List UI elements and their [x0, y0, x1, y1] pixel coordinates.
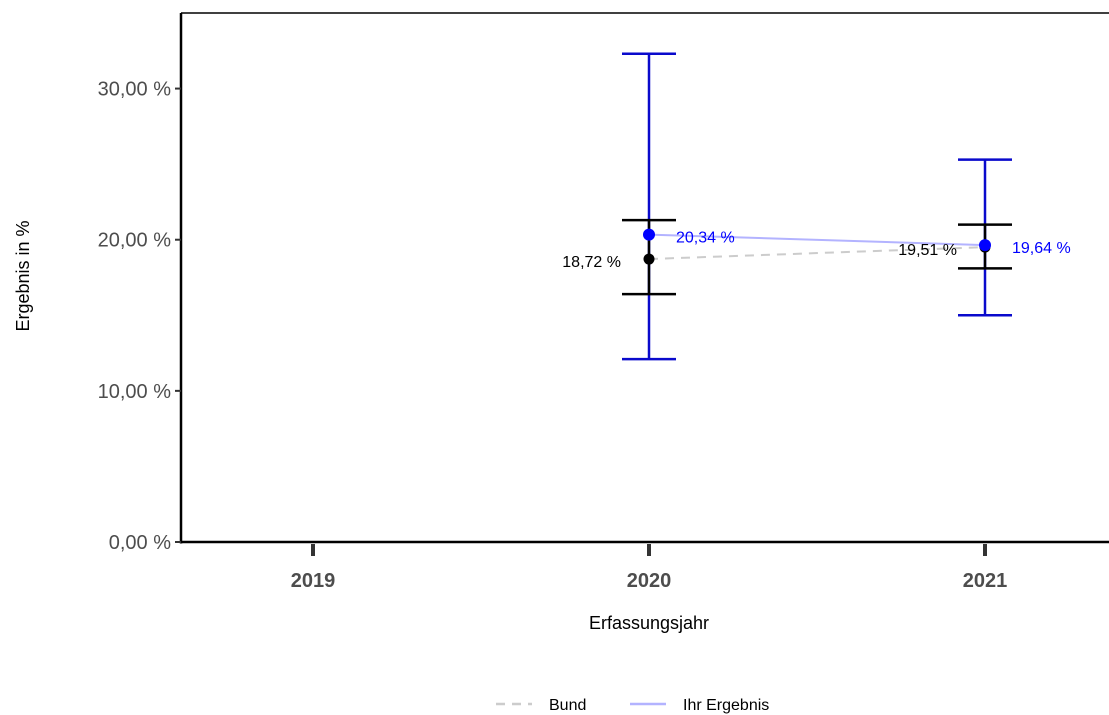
- ihr-ergebnis-data-label: 19,64 %: [1012, 240, 1071, 257]
- x-tick-label: 2019: [291, 570, 336, 592]
- y-tick-label: 30,00 %: [98, 79, 172, 101]
- bund-point: [643, 253, 655, 265]
- x-tick-label: 2021: [963, 570, 1008, 592]
- bund-series-line: [648, 246, 986, 261]
- bund-data-label: 19,51 %: [898, 242, 957, 259]
- ihr-ergebnis-series-line: [648, 233, 986, 247]
- legend-label-ihr-ergebnis: Ihr Ergebnis: [683, 697, 769, 714]
- y-tick-label: 10,00 %: [98, 381, 172, 403]
- ihr-ergebnis-data-label: 20,34 %: [676, 230, 735, 247]
- y-axis-title: Ergebnis in %: [13, 220, 33, 331]
- ihr-ergebnis-point: [643, 228, 655, 241]
- x-axis-title: Erfassungsjahr: [589, 613, 709, 633]
- legend: Bund Ihr Ergebnis: [496, 697, 769, 714]
- legend-label-bund: Bund: [549, 697, 586, 714]
- bund-data-label: 18,72 %: [562, 254, 621, 271]
- y-tick-label: 20,00 %: [98, 230, 172, 252]
- x-tick-label: 2020: [627, 570, 672, 592]
- ihr-ergebnis-point: [979, 239, 991, 252]
- y-tick-label: 0,00 %: [109, 532, 171, 554]
